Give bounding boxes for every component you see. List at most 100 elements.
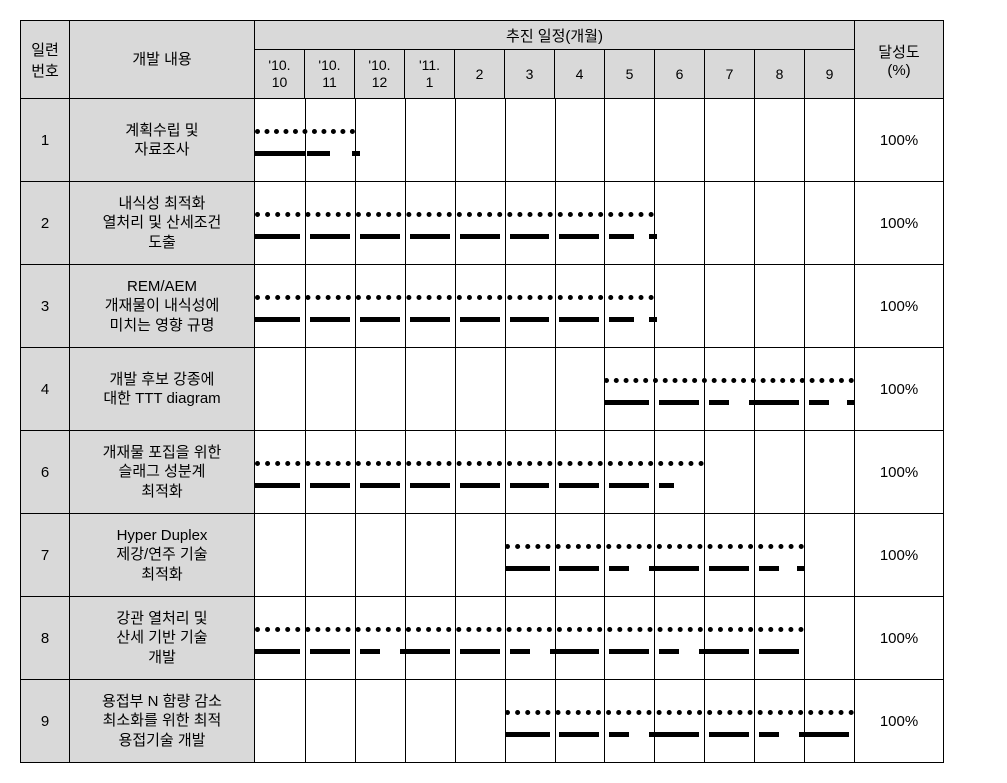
actual-bar (510, 649, 530, 654)
grid-line (804, 265, 805, 347)
grid-line (754, 265, 755, 347)
header-month-1: '10.11 (305, 50, 355, 99)
actual-bar (799, 732, 849, 737)
actual-bar (759, 732, 779, 737)
gantt-container (255, 514, 854, 596)
grid-line (355, 99, 356, 181)
gantt-cell (255, 348, 855, 431)
grid-line (704, 182, 705, 264)
actual-bar (649, 732, 699, 737)
row-number: 3 (21, 265, 70, 348)
actual-bar (709, 400, 729, 405)
gantt-container (255, 597, 854, 679)
grid-line (754, 514, 755, 596)
grid-line (804, 597, 805, 679)
row-number: 7 (21, 514, 70, 597)
actual-bar (310, 649, 350, 654)
grid-line (505, 182, 506, 264)
actual-bar (460, 234, 500, 239)
row-number: 6 (21, 431, 70, 514)
grid-line (654, 265, 655, 347)
row-description: Hyper Duplex제강/연주 기술최적화 (70, 514, 255, 597)
actual-bar (749, 400, 799, 405)
actual-bar (649, 234, 656, 239)
row-description: 강관 열처리 및산세 기반 기술개발 (70, 597, 255, 680)
actual-bar (460, 317, 500, 322)
gantt-table: 일련번호 개발 내용 추진 일정(개월) 달성도(%) '10.10'10.11… (20, 20, 944, 763)
gantt-container (255, 99, 854, 181)
planned-bar (505, 544, 805, 549)
grid-line (305, 348, 306, 430)
planned-bar (255, 627, 804, 632)
grid-line (654, 431, 655, 513)
gantt-cell (255, 680, 855, 763)
actual-bar (797, 566, 804, 571)
header-achievement: 달성도(%) (855, 21, 944, 99)
actual-bar (609, 649, 649, 654)
planned-bar (604, 378, 854, 383)
actual-bar (352, 151, 359, 156)
row-number: 9 (21, 680, 70, 763)
header-month-0: '10.10 (255, 50, 305, 99)
grid-line (305, 514, 306, 596)
grid-line (355, 514, 356, 596)
grid-line (455, 431, 456, 513)
actual-bar (410, 234, 450, 239)
actual-bar (809, 400, 829, 405)
grid-line (704, 348, 705, 430)
actual-bar (255, 151, 305, 156)
gantt-container (255, 680, 854, 762)
grid-line (355, 597, 356, 679)
gantt-cell (255, 514, 855, 597)
actual-bar (310, 317, 350, 322)
grid-line (505, 597, 506, 679)
grid-line (555, 99, 556, 181)
header-month-5: 3 (505, 50, 555, 99)
grid-line (704, 265, 705, 347)
actual-bar (699, 649, 749, 654)
grid-line (455, 514, 456, 596)
header-month-4: 2 (455, 50, 505, 99)
actual-bar (550, 649, 600, 654)
grid-line (405, 265, 406, 347)
grid-line (604, 597, 605, 679)
actual-bar (360, 483, 400, 488)
grid-line (704, 431, 705, 513)
gantt-cell (255, 597, 855, 680)
grid-line (505, 514, 506, 596)
grid-line (455, 597, 456, 679)
grid-line (804, 348, 805, 430)
achievement-value: 100% (855, 99, 944, 182)
grid-line (355, 182, 356, 264)
gantt-cell (255, 182, 855, 265)
grid-line (555, 431, 556, 513)
grid-line (804, 182, 805, 264)
grid-line (455, 182, 456, 264)
planned-bar (255, 129, 355, 134)
achievement-value: 100% (855, 514, 944, 597)
grid-line (405, 182, 406, 264)
actual-bar (510, 483, 550, 488)
row-number: 8 (21, 597, 70, 680)
actual-bar (649, 566, 699, 571)
actual-bar (255, 649, 300, 654)
row-number: 2 (21, 182, 70, 265)
actual-bar (559, 483, 599, 488)
grid-line (555, 348, 556, 430)
actual-bar (410, 317, 450, 322)
table-row: 9용접부 N 함량 감소최소화를 위한 최적용접기술 개발100% (21, 680, 944, 763)
gantt-cell (255, 265, 855, 348)
table-row: 3REM/AEM개재물이 내식성에미치는 영향 규명100% (21, 265, 944, 348)
row-description: 용접부 N 함량 감소최소화를 위한 최적용접기술 개발 (70, 680, 255, 763)
grid-line (305, 597, 306, 679)
header-month-3: '11.1 (405, 50, 455, 99)
row-description: REM/AEM개재물이 내식성에미치는 영향 규명 (70, 265, 255, 348)
grid-line (754, 431, 755, 513)
planned-bar (255, 212, 654, 217)
table-body: 1계획수립 및자료조사100%2내식성 최적화열처리 및 산세조건도출100%3… (21, 99, 944, 763)
actual-bar (559, 566, 599, 571)
grid-line (654, 680, 655, 762)
grid-line (604, 182, 605, 264)
actual-bar (709, 566, 749, 571)
actual-bar (604, 400, 649, 405)
